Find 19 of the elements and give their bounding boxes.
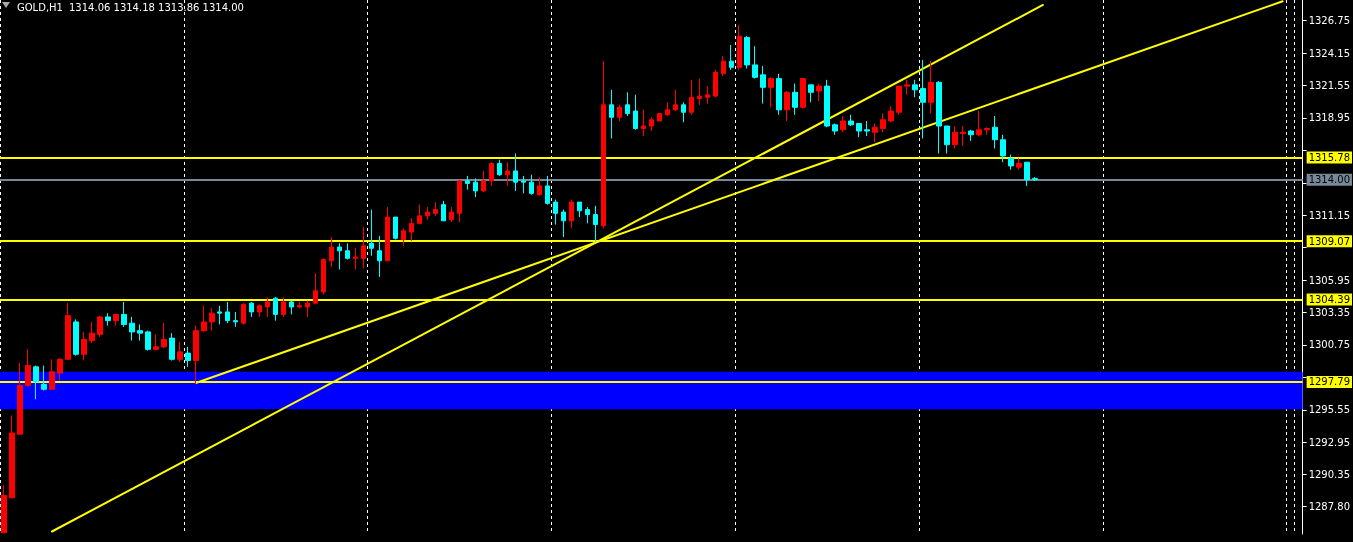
y-tick-label: 1287.80 (1308, 501, 1351, 513)
y-tick-label: 1303.35 (1308, 307, 1351, 319)
y-tick-label: 1300.75 (1308, 339, 1351, 351)
y-tick-label: 1326.75 (1308, 15, 1351, 27)
y-tick-label: 1295.55 (1308, 404, 1351, 416)
chart-subtitle: 1314.06 1314.18 1313.86 1314.00 (69, 1, 244, 13)
y-tick-label: 1324.15 (1308, 47, 1351, 59)
y-tick-label: 1318.95 (1308, 112, 1351, 124)
ref-line-label: 1314.00 (1308, 174, 1351, 186)
ref-line-label: 1309.07 (1308, 235, 1351, 247)
ref-line-label: 1315.78 (1308, 151, 1351, 163)
chart-title: GOLD,H1 (17, 1, 63, 13)
y-tick-label: 1305.95 (1308, 274, 1351, 286)
ref-line-label: 1297.79 (1308, 376, 1351, 388)
ref-line-label: 1304.39 (1308, 294, 1351, 306)
y-tick-label: 1321.55 (1308, 79, 1351, 91)
y-tick-label: 1290.35 (1308, 469, 1351, 481)
y-tick-label: 1292.95 (1308, 436, 1351, 448)
y-tick-label: 1311.15 (1308, 209, 1351, 221)
